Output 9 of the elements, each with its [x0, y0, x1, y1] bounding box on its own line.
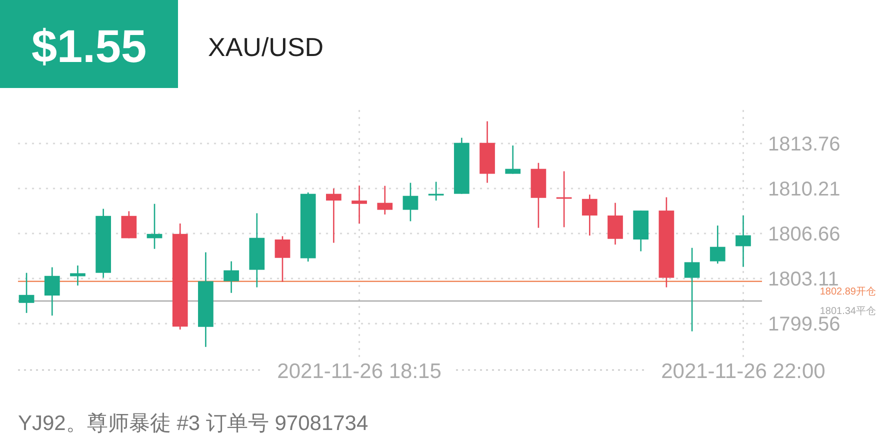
- title: XAU/USD: [208, 32, 324, 62]
- x-tick-label: 2021-11-26 22:00: [661, 360, 826, 383]
- x-tick-label: 2021-11-26 18:15: [277, 360, 442, 383]
- chart-subtitle: $1.55: [31, 20, 147, 72]
- y-tick-label: 1810.21: [768, 178, 840, 201]
- y-tick-label: 1813.76: [768, 133, 840, 156]
- annotation: YJ92。尊师暴徒 #3 订单号 97081734: [18, 412, 368, 435]
- subtitle: $1.55: [0, 0, 178, 88]
- y-tick-label: 1806.66: [768, 224, 840, 246]
